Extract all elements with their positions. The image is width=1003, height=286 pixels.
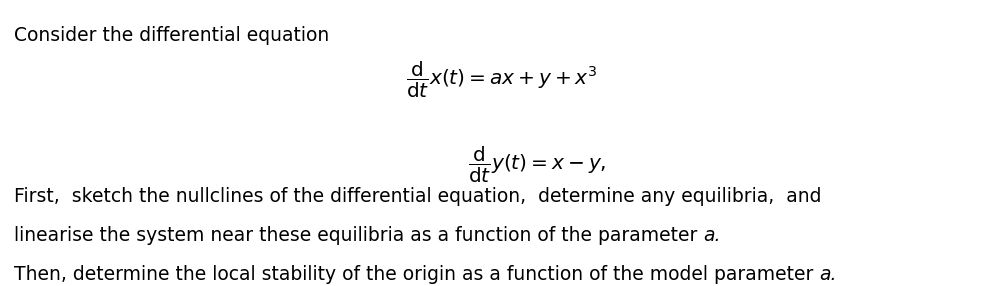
Text: a.: a.: [703, 226, 720, 245]
Text: Consider the differential equation: Consider the differential equation: [14, 26, 329, 45]
Text: linearise the system near these equilibria as a function of the parameter: linearise the system near these equilibr…: [14, 226, 703, 245]
Text: a.: a.: [818, 265, 837, 283]
Text: $\dfrac{\mathrm{d}}{\mathrm{d}t}x(t) = ax+y+x^3$: $\dfrac{\mathrm{d}}{\mathrm{d}t}x(t) = a…: [406, 60, 597, 100]
Text: Then, determine the local stability of the origin as a function of the model par: Then, determine the local stability of t…: [14, 265, 818, 283]
Text: First,  sketch the nullclines of the differential equation,  determine any equil: First, sketch the nullclines of the diff…: [14, 187, 820, 206]
Text: $\dfrac{\mathrm{d}}{\mathrm{d}t}y(t) = x-y,$: $\dfrac{\mathrm{d}}{\mathrm{d}t}y(t) = x…: [467, 144, 606, 184]
